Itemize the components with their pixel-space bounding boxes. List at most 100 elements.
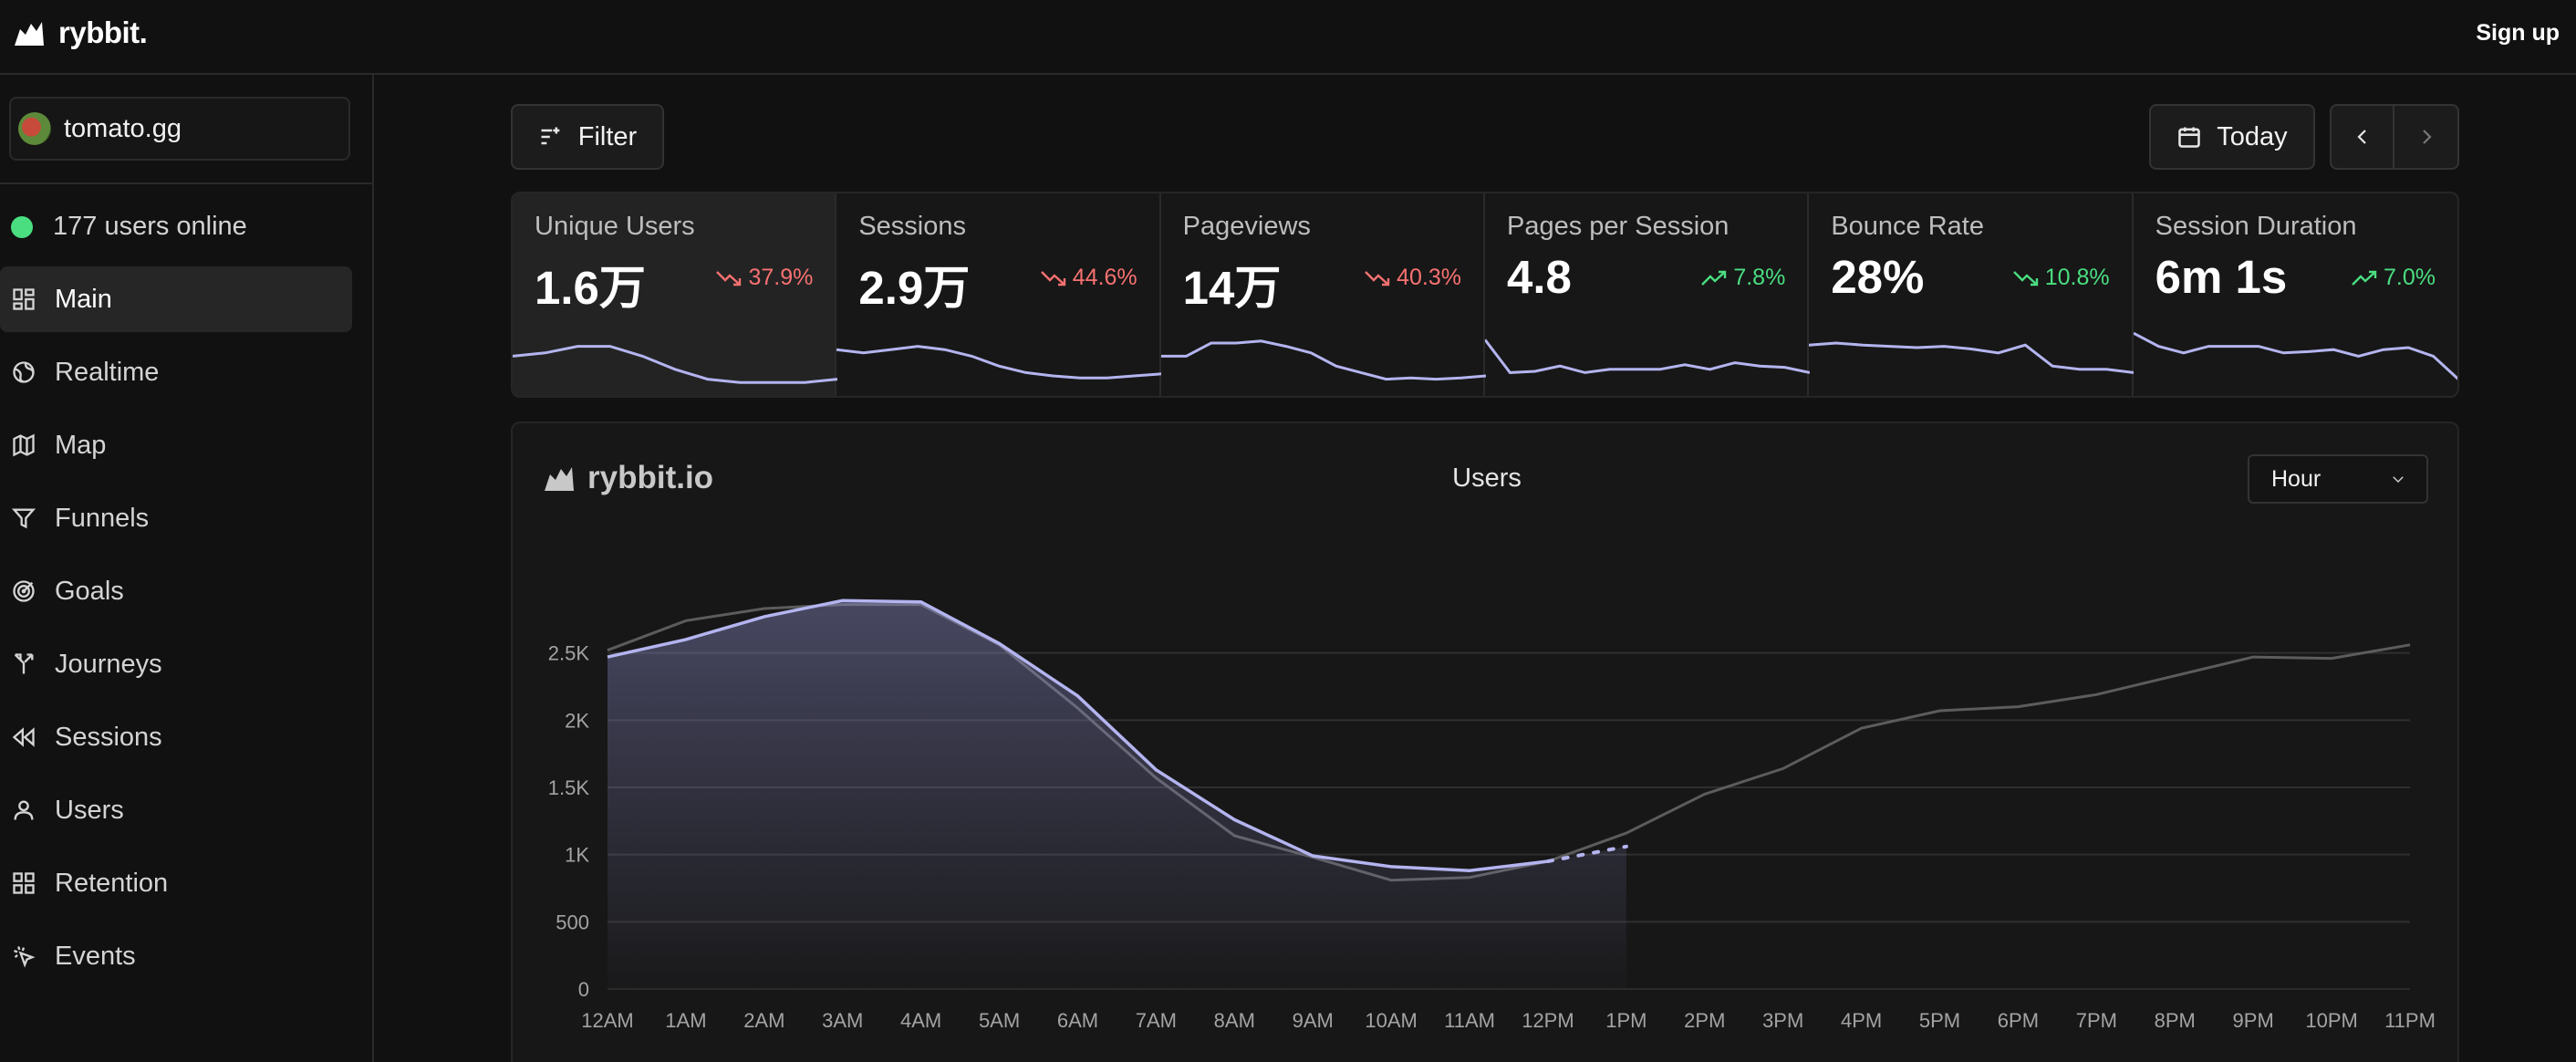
metric-card-sessions[interactable]: Sessions 2.9万 44.6% (836, 193, 1162, 396)
metric-value: 2.9万 (858, 262, 971, 314)
sidebar-item-main[interactable]: Main (0, 266, 352, 332)
metric-change: 44.6% (1040, 265, 1137, 291)
site-name: tomato.gg (64, 113, 182, 143)
y-tick-label: 0 (578, 978, 589, 1001)
x-tick-label: 12PM (1522, 1009, 1574, 1032)
metric-value: 28% (1831, 251, 1925, 303)
sparkline-path (1484, 338, 1810, 374)
metric-sparkline (836, 345, 1162, 380)
sign-up-link[interactable]: Sign up (2476, 20, 2560, 46)
metric-label: Bounce Rate (1831, 212, 1984, 241)
metric-card-pages-per-session[interactable]: Pages per Session 4.8 7.8% (1484, 193, 1810, 396)
target-icon (13, 580, 35, 602)
series-line-current-projection (1546, 844, 1628, 863)
granularity-select[interactable]: Hour (2248, 454, 2428, 504)
sparkline-path (513, 345, 837, 384)
sidebar-item-sessions[interactable]: Sessions (0, 704, 352, 770)
rewind-icon (12, 727, 35, 747)
online-users-text: 177 users online (53, 212, 247, 241)
sidebar-item-funnels[interactable]: Funnels (0, 485, 352, 551)
sidebar-item-realtime[interactable]: Realtime (0, 339, 352, 405)
sidebar: tomato.gg 177 users online Main Realtime… (0, 75, 374, 1062)
x-tick-label: 5PM (1919, 1009, 1960, 1032)
metric-value: 4.8 (1506, 251, 1572, 303)
users-chart-card: 0 500 1K 1.5K 2K 2.5K 12AM 1AM 2AM 3AM 4AM 5AM 6AM 7A… (511, 422, 2459, 1062)
metric-value: 6m 1s (2155, 251, 2288, 303)
x-tick-label: 10AM (1365, 1009, 1417, 1032)
previous-date-button[interactable] (2332, 106, 2395, 168)
metric-label: Session Duration (2155, 212, 2357, 241)
map-icon (13, 433, 35, 457)
sidebar-item-users[interactable]: Users (0, 777, 352, 843)
trend-up-icon (2352, 270, 2377, 286)
metric-change-value: 10.8% (2044, 265, 2110, 290)
sidebar-item-events[interactable]: Events (0, 923, 352, 989)
x-tick-label: 12AM (581, 1009, 633, 1032)
filter-button[interactable]: Filter (511, 104, 664, 170)
globe-icon (13, 361, 35, 383)
metric-change: 40.3% (1364, 265, 1461, 291)
metric-label: Unique Users (535, 212, 695, 241)
sidebar-item-label: Funnels (55, 503, 150, 533)
chart-brand-text: rybbit.io (587, 460, 714, 495)
sidebar-item-goals[interactable]: Goals (0, 558, 352, 624)
x-tick-label: 5AM (979, 1009, 1020, 1032)
site-favicon-icon (18, 112, 51, 145)
top-bar: rybbit. Sign up (0, 0, 2576, 75)
series-area-current (608, 600, 1626, 989)
sidebar-item-label: Retention (55, 868, 169, 898)
x-tick-label: 6PM (1998, 1009, 2039, 1032)
sparkline-path (836, 345, 1162, 380)
trend-up-icon (1701, 270, 1727, 286)
x-tick-label: 9AM (1293, 1009, 1334, 1032)
app-logo[interactable]: rybbit. (11, 15, 148, 51)
metric-label: Pages per Session (1506, 212, 1729, 241)
sidebar-item-retention[interactable]: Retention (0, 850, 352, 916)
series-line-current (607, 599, 1549, 873)
y-tick-label: 1K (565, 844, 589, 867)
metric-sparkline (1160, 339, 1486, 381)
trend-down-icon (2012, 270, 2038, 286)
x-tick-label: 2AM (743, 1009, 784, 1032)
x-tick-label: 11PM (2384, 1009, 2436, 1032)
sidebar-item-label: Main (55, 284, 112, 314)
metric-sparkline (2133, 331, 2457, 380)
sparkline-path (2133, 331, 2457, 380)
metric-change: 10.8% (2012, 265, 2110, 291)
dashboard-icon (13, 288, 35, 310)
grid-icon (13, 872, 35, 894)
metric-change-value: 37.9% (748, 265, 814, 290)
metric-sparkline (1484, 338, 1810, 374)
date-picker-button[interactable]: Today (2149, 104, 2315, 170)
metric-change-value: 7.8% (1733, 265, 1786, 290)
x-tick-label: 3AM (822, 1009, 863, 1032)
chevron-right-icon (2422, 130, 2432, 144)
filter-button-label: Filter (577, 121, 638, 151)
sidebar-item-journeys[interactable]: Journeys (0, 631, 352, 697)
metrics-row: Unique Users 1.6万 37.9% Sessions 2.9万 44… (511, 192, 2459, 398)
sidebar-item-map[interactable]: Map (0, 412, 352, 478)
users-line-chart: 0 500 1K 1.5K 2K 2.5K 12AM 1AM 2AM 3AM 4AM 5AM 6AM 7A… (548, 599, 2436, 1032)
x-tick-label: 11AM (1444, 1009, 1495, 1032)
sidebar-item-label: Realtime (55, 357, 160, 387)
date-nav-group (2330, 104, 2459, 170)
metric-card-session-duration[interactable]: Session Duration 6m 1s 7.0% (2133, 193, 2457, 396)
x-tick-label: 2PM (1684, 1009, 1725, 1032)
calendar-icon (2178, 127, 2201, 148)
x-tick-label: 6AM (1057, 1009, 1098, 1032)
metric-change-value: 44.6% (1072, 265, 1137, 290)
y-tick-label: 500 (556, 911, 589, 933)
metric-card-unique-users[interactable]: Unique Users 1.6万 37.9% (513, 193, 837, 396)
metric-card-pageviews[interactable]: Pageviews 14万 40.3% (1160, 193, 1486, 396)
next-date-button[interactable] (2394, 106, 2457, 168)
metric-change-value: 40.3% (1397, 265, 1461, 290)
pointer-click-icon (14, 946, 36, 968)
site-selector[interactable]: tomato.gg (9, 97, 350, 161)
funnel-icon (11, 508, 36, 529)
trend-down-icon (716, 270, 742, 286)
metric-label: Sessions (858, 212, 966, 241)
metric-card-bounce-rate[interactable]: Bounce Rate 28% 10.8% (1809, 193, 2135, 396)
y-tick-label: 2K (565, 709, 589, 732)
granularity-select-value: Hour (2271, 465, 2322, 492)
sidebar-nav: Main Realtime Map Funnels Goals Journeys… (0, 266, 352, 996)
